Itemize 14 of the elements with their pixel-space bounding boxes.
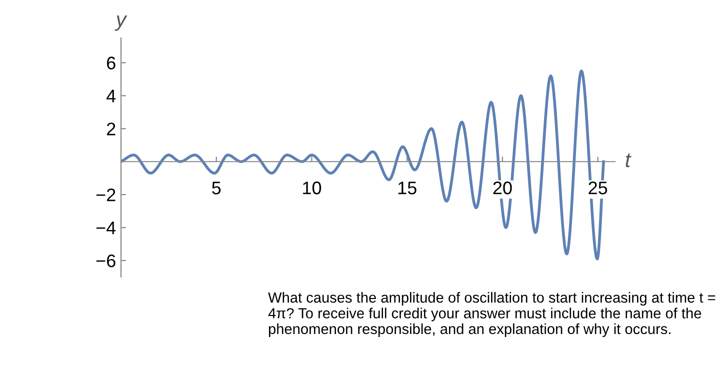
y-tick-label: 2 xyxy=(107,122,116,136)
y-tick-label: −6 xyxy=(96,254,116,268)
y-tick-label: 4 xyxy=(106,90,116,102)
x-tick-label: 20 xyxy=(493,182,512,194)
x-tick-label: 25 xyxy=(588,182,608,194)
x-axis-title: t xyxy=(626,154,632,168)
y-tick-label: −2 xyxy=(96,188,116,202)
y-axis-title: y xyxy=(114,16,128,31)
y-tick-label: 6 xyxy=(107,56,116,70)
x-tick-label: 15 xyxy=(398,182,416,194)
y-tick-label: −4 xyxy=(96,222,116,234)
x-tick-label: 5 xyxy=(212,182,221,194)
text: What causes the amplitude of oscillation to start increasing at time t = 4π? To receive full credit your answer must include the name of the phenomenon responsible, and an explanation of why it occurs. xyxy=(268,292,716,338)
x-tick-label: 10 xyxy=(303,182,322,194)
